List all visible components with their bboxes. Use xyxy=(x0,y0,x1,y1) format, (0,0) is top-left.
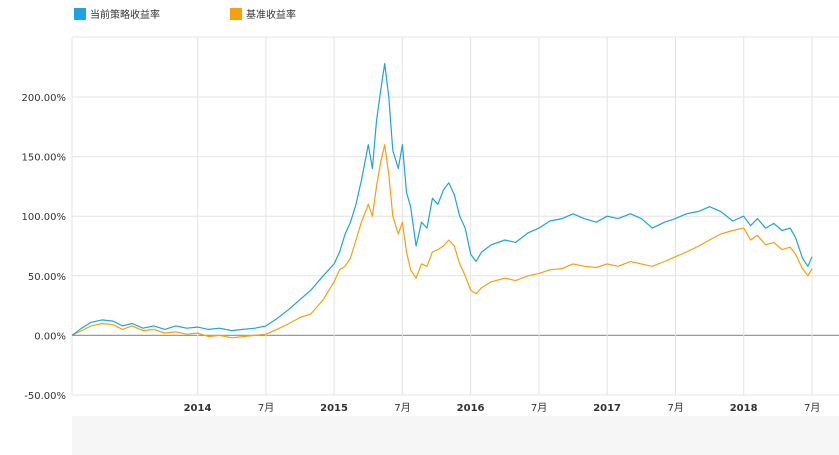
legend-label-benchmark: 基准收益率 xyxy=(246,10,296,21)
navigator-band xyxy=(72,416,839,455)
series-line-0 xyxy=(71,63,813,336)
x-tick-label: 2016 xyxy=(457,403,485,414)
series-line-1 xyxy=(71,144,813,339)
y-tick-label: 150.00% xyxy=(22,153,67,164)
legend-label-strategy: 当前策略收益率 xyxy=(90,10,160,21)
legend-item-benchmark[interactable]: 基准收益率 xyxy=(230,6,296,21)
x-tick-label: 2015 xyxy=(320,403,348,414)
x-tick-label: 7月 xyxy=(531,402,547,414)
legend-swatch-strategy xyxy=(74,7,86,20)
x-tick-label: 7月 xyxy=(804,402,820,414)
x-tick-label: 2014 xyxy=(184,403,212,414)
x-tick-label: 7月 xyxy=(258,402,274,414)
y-tick-label: 200.00% xyxy=(22,93,67,104)
legend-swatch-benchmark xyxy=(230,7,242,20)
x-tick-label: 2017 xyxy=(593,403,621,414)
x-tick-label: 7月 xyxy=(394,402,410,414)
legend-item-strategy[interactable]: 当前策略收益率 xyxy=(74,6,160,21)
y-tick-label: 100.00% xyxy=(22,212,67,223)
x-tick-label: 7月 xyxy=(667,402,683,414)
y-tick-label: 50.00% xyxy=(28,272,66,283)
y-tick-label: 0.00% xyxy=(34,331,66,342)
y-tick-label: -50.00% xyxy=(24,391,66,402)
legend: 当前策略收益率 基准收益率 xyxy=(74,6,296,21)
x-tick-label: 2018 xyxy=(730,403,758,414)
